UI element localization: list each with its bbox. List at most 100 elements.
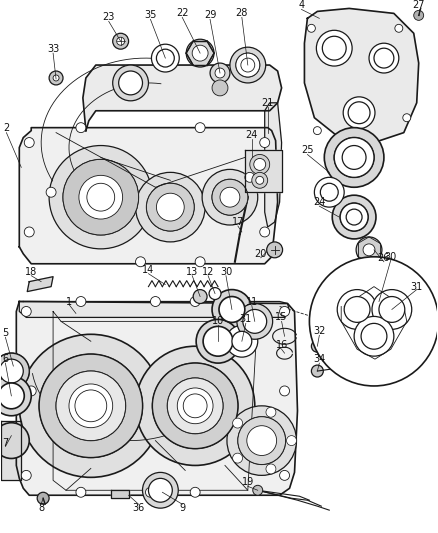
Circle shape: [374, 48, 394, 68]
Circle shape: [76, 296, 86, 306]
Circle shape: [247, 426, 277, 456]
Circle shape: [135, 346, 255, 465]
Circle shape: [212, 80, 228, 96]
Text: 31: 31: [240, 314, 252, 325]
Text: 22: 22: [176, 9, 188, 19]
Circle shape: [241, 58, 255, 72]
Circle shape: [322, 36, 346, 60]
Circle shape: [286, 435, 297, 446]
Text: 31: 31: [410, 281, 423, 292]
Circle shape: [253, 486, 263, 495]
Circle shape: [346, 209, 362, 225]
Text: 24: 24: [246, 130, 258, 140]
Circle shape: [209, 288, 221, 300]
Polygon shape: [83, 65, 282, 131]
Circle shape: [152, 363, 238, 449]
Circle shape: [232, 332, 252, 351]
Circle shape: [334, 138, 374, 177]
Circle shape: [0, 376, 31, 416]
Circle shape: [146, 183, 194, 231]
Circle shape: [250, 155, 270, 174]
Circle shape: [39, 354, 142, 457]
Circle shape: [24, 227, 34, 237]
Text: 19: 19: [242, 478, 254, 487]
Circle shape: [156, 193, 184, 221]
Circle shape: [186, 39, 214, 67]
Circle shape: [343, 97, 375, 128]
Circle shape: [135, 257, 145, 266]
Circle shape: [324, 127, 384, 187]
Text: 14: 14: [142, 265, 155, 274]
Circle shape: [150, 296, 160, 306]
Circle shape: [195, 123, 205, 133]
Circle shape: [243, 310, 267, 333]
Text: 35: 35: [144, 10, 157, 20]
Circle shape: [260, 227, 270, 237]
Circle shape: [21, 471, 31, 480]
Circle shape: [245, 172, 255, 182]
Circle shape: [236, 53, 260, 77]
Circle shape: [24, 138, 34, 148]
Text: 26: 26: [378, 253, 390, 263]
Text: 1: 1: [66, 296, 72, 306]
Circle shape: [252, 172, 268, 188]
Circle shape: [152, 363, 238, 449]
Polygon shape: [265, 103, 282, 227]
Circle shape: [220, 187, 240, 207]
Circle shape: [192, 45, 208, 61]
Text: 7: 7: [2, 438, 8, 448]
Circle shape: [119, 71, 142, 95]
Circle shape: [152, 44, 179, 72]
Circle shape: [403, 114, 411, 122]
Circle shape: [113, 33, 129, 49]
Text: 23: 23: [102, 12, 115, 22]
Circle shape: [19, 334, 162, 478]
Circle shape: [334, 138, 374, 177]
Circle shape: [56, 371, 126, 441]
Circle shape: [79, 175, 123, 219]
Circle shape: [117, 37, 125, 45]
Text: 24: 24: [313, 197, 325, 207]
Circle shape: [266, 464, 276, 474]
Polygon shape: [19, 127, 278, 264]
Text: 12: 12: [202, 266, 214, 277]
Circle shape: [21, 306, 31, 317]
Circle shape: [337, 289, 377, 329]
Circle shape: [307, 25, 315, 33]
Circle shape: [0, 423, 29, 458]
Polygon shape: [111, 490, 129, 498]
Text: 5: 5: [2, 328, 8, 338]
Polygon shape: [16, 302, 297, 495]
Polygon shape: [304, 9, 419, 142]
Circle shape: [215, 68, 225, 78]
Circle shape: [227, 406, 297, 475]
Circle shape: [113, 65, 148, 101]
Circle shape: [203, 326, 233, 356]
Circle shape: [314, 177, 344, 207]
Circle shape: [369, 43, 399, 73]
Circle shape: [267, 242, 283, 258]
Circle shape: [49, 146, 152, 249]
Circle shape: [236, 53, 260, 77]
Circle shape: [190, 487, 200, 497]
Circle shape: [148, 478, 172, 502]
Circle shape: [309, 257, 438, 386]
Text: 36: 36: [132, 503, 145, 513]
Text: 25: 25: [301, 146, 314, 156]
Circle shape: [76, 123, 86, 133]
Text: 27: 27: [413, 1, 425, 11]
Circle shape: [414, 11, 424, 20]
Circle shape: [63, 159, 138, 235]
Circle shape: [279, 306, 290, 317]
Circle shape: [233, 453, 243, 463]
Circle shape: [238, 417, 286, 464]
Text: 33: 33: [47, 44, 59, 54]
Text: 18: 18: [25, 266, 37, 277]
Circle shape: [212, 289, 252, 329]
Circle shape: [233, 418, 243, 428]
Circle shape: [0, 353, 29, 389]
Circle shape: [238, 417, 286, 464]
Text: 9: 9: [179, 503, 185, 513]
Text: 17: 17: [232, 217, 244, 227]
Circle shape: [56, 371, 126, 441]
